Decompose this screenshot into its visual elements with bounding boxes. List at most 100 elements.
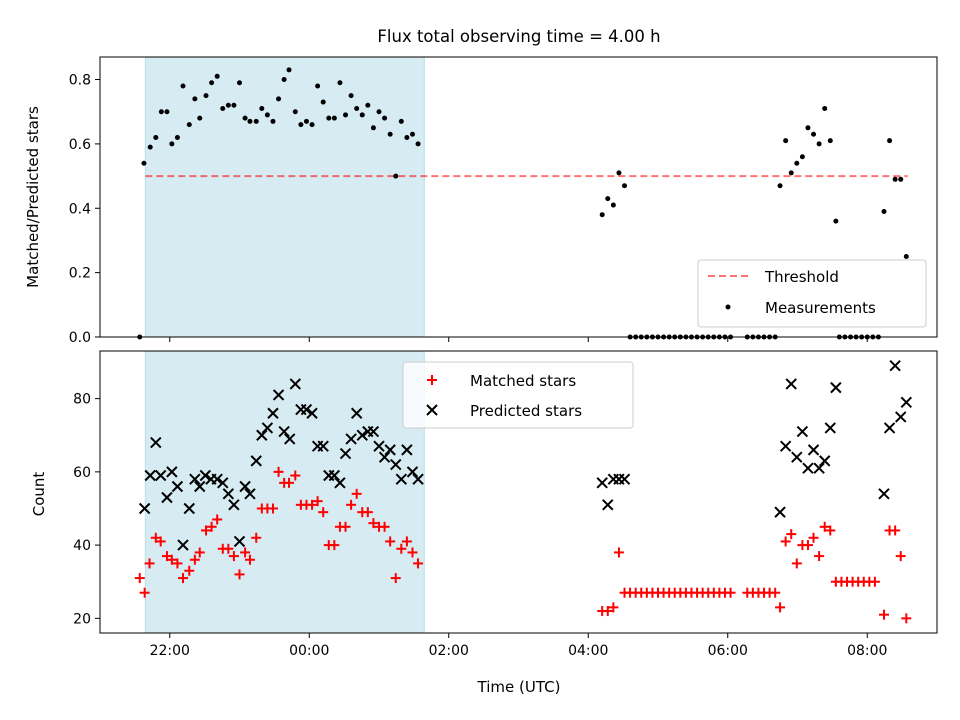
matched-star-marker (780, 536, 791, 547)
matched-star-marker (189, 554, 200, 565)
matched-star-marker (825, 525, 836, 536)
measurement-point (382, 115, 388, 121)
count-panel-frame (99, 350, 938, 634)
matched-star-marker (139, 587, 150, 598)
predicted-star-marker (895, 411, 907, 423)
predicted-star-marker (300, 403, 313, 416)
measurement-point (237, 80, 242, 86)
matched-star-marker (808, 532, 819, 543)
measurement-point (398, 118, 404, 124)
predicted-star-marker (166, 466, 178, 478)
matched-star-marker (368, 518, 379, 529)
predicted-star-marker (900, 396, 913, 408)
measurement-point (309, 122, 315, 128)
measurement-point (253, 118, 259, 124)
observing-window-span (144, 56, 425, 338)
matched-star-marker (318, 507, 329, 518)
measurement-point (622, 183, 628, 189)
x-tick-label: 06:00 (708, 643, 748, 659)
predicted-star-marker (189, 473, 201, 485)
measurement-point (286, 67, 292, 73)
predicted-star-marker (401, 444, 413, 456)
predicted-star-marker (889, 359, 901, 372)
predicted-star-marker (883, 422, 896, 434)
predicted-star-marker (796, 425, 809, 438)
measurement-point (610, 202, 616, 208)
predicted-star-marker (171, 480, 184, 493)
count-legend-box (402, 361, 634, 429)
measurement-point (315, 83, 321, 89)
predicted-star-marker (328, 469, 341, 482)
matched-star-marker (267, 503, 278, 514)
predicted-star-marker (261, 422, 274, 434)
measurement-point (197, 115, 203, 121)
matched-star-marker (901, 613, 912, 624)
predicted-star-marker (395, 473, 408, 485)
matched-star-marker (396, 543, 407, 554)
matched-star-marker (244, 554, 255, 565)
measurement-point (180, 83, 186, 89)
predicted-star-marker (228, 499, 240, 511)
matched-star-marker (184, 565, 195, 576)
measurement-point (816, 141, 822, 147)
predicted-star-marker (150, 436, 162, 449)
x-tick-label: 04:00 (568, 643, 608, 659)
matched-star-marker (819, 521, 830, 532)
predicted-star-marker (244, 488, 256, 500)
y-tick-label: 0.6 (69, 137, 91, 153)
predicted-star-marker (596, 477, 608, 489)
predicted-star-marker (239, 480, 251, 493)
y-tick-label: 20 (73, 611, 91, 627)
ratio-panel-frame (99, 56, 938, 338)
measurement-point (404, 134, 410, 140)
x-tick-label: 00:00 (289, 643, 329, 659)
predicted-star-marker (138, 502, 151, 515)
measurement-point (247, 118, 253, 124)
measurement-point (264, 112, 270, 118)
y-tick-label: 0.0 (69, 330, 91, 346)
predicted-star-marker (813, 462, 825, 474)
predicted-star-marker (217, 477, 229, 489)
predicted-star-marker (183, 502, 195, 515)
measurements-legend-swatch (725, 304, 731, 310)
matched-star-marker (251, 532, 262, 543)
y-tick-label: 0.4 (69, 201, 91, 217)
matched-star-marker (134, 573, 145, 584)
matched-star-marker (346, 499, 357, 510)
predicted-star-marker (406, 466, 419, 478)
y-tick-label: 40 (73, 538, 91, 554)
matched-star-marker (351, 488, 362, 499)
measurement-point (387, 131, 393, 137)
measurement-point (794, 160, 800, 166)
measurement-point (903, 254, 909, 260)
measurement-point (276, 96, 282, 102)
matched-star-marker (194, 547, 205, 558)
y-tick-label: 80 (73, 392, 91, 408)
measurement-point (805, 125, 811, 131)
measurement-point (158, 109, 164, 115)
predicted-star-marker (791, 451, 803, 463)
measurement-point (799, 154, 805, 160)
predicted-star-marker (177, 539, 189, 551)
measurement-point (231, 102, 237, 108)
y-tick-label: 0.2 (69, 266, 91, 282)
matched-star-marker (725, 587, 736, 598)
matched-star-marker (608, 602, 619, 613)
measurement-point (169, 141, 175, 147)
matched-stars-points (134, 466, 912, 624)
predicted-star-marker (256, 429, 268, 441)
measurement-point (259, 105, 265, 111)
predicted-star-marker (154, 469, 167, 482)
measurement-point (186, 122, 192, 128)
count-x-axis-label: Time (UTC) (477, 678, 561, 696)
matched-star-marker (814, 551, 825, 562)
predicted-star-marker (317, 440, 329, 452)
predicted-star-marker (774, 506, 786, 518)
measurement-point (209, 80, 215, 86)
ratio-panel: 0.00.20.40.60.8 Matched/Predicted stars … (24, 56, 938, 346)
measurement-point (343, 112, 349, 118)
matched-star-marker (890, 525, 901, 536)
measurement-point (141, 160, 147, 166)
predicted-star-marker (373, 440, 385, 452)
matched-star-marker (273, 466, 284, 477)
